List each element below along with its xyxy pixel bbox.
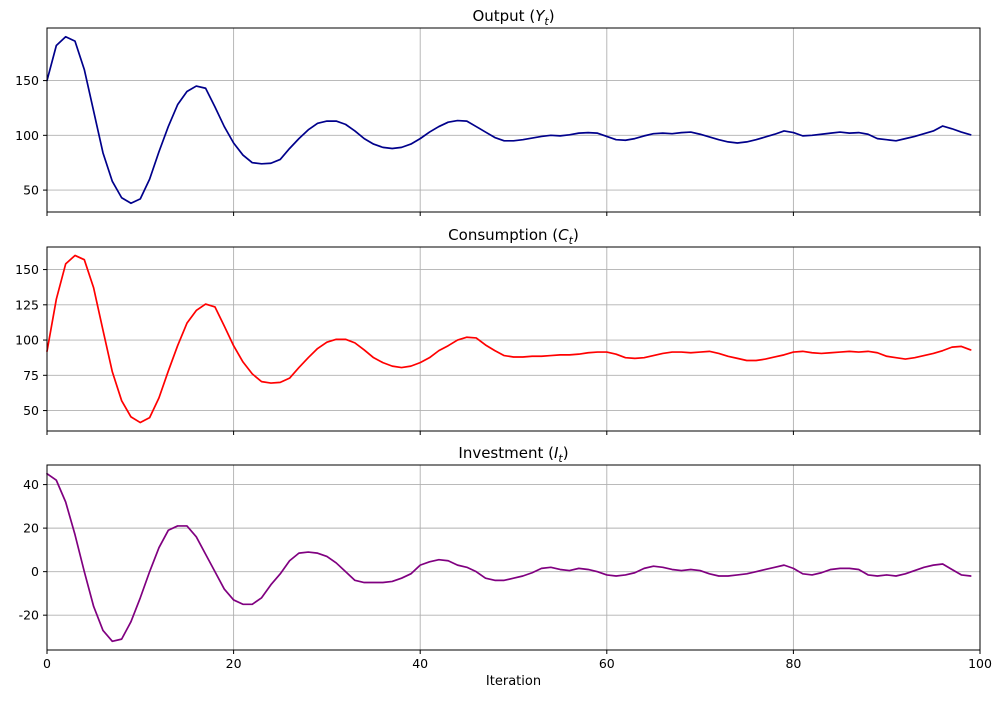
series-line [46, 472, 972, 643]
title-text: ) [562, 444, 569, 462]
y-tick-label: 125 [15, 297, 39, 312]
x-tick-label: 100 [968, 656, 992, 671]
y-tick-label: -20 [19, 608, 39, 623]
axes-frame [46, 246, 981, 432]
title-text: ) [572, 226, 579, 244]
title-text: Consumption ( [448, 226, 559, 244]
y-tick-label: 100 [15, 128, 39, 143]
title-math-var: Y [535, 7, 545, 25]
x-tick-label: 20 [226, 656, 242, 671]
y-tick-label: 150 [15, 73, 39, 88]
x-tick-label: 60 [599, 656, 615, 671]
y-tick-label: 0 [31, 564, 39, 579]
plot-title-consumption: Consumption (Ct) [47, 224, 980, 252]
axes-frame [46, 27, 981, 213]
series-line [46, 35, 972, 205]
x-axis-label: Iteration [485, 674, 542, 689]
title-text: Output ( [472, 7, 536, 25]
title-math-var: I [553, 444, 559, 462]
plot-title-investment: Investment (It) [47, 442, 980, 470]
y-tick-label: 50 [23, 183, 39, 198]
x-tick-label: 80 [785, 656, 801, 671]
y-tick-label: 50 [23, 403, 39, 418]
y-tick-label: 150 [15, 262, 39, 277]
plot-title-output: Output (Yt) [47, 5, 980, 33]
y-tick-label: 40 [23, 477, 39, 492]
x-tick-label: 40 [412, 656, 428, 671]
x-tick-label: 0 [43, 656, 51, 671]
title-math-var: C [558, 226, 569, 244]
y-tick-label: 20 [23, 521, 39, 536]
title-math-sub: t [544, 15, 549, 28]
title-text: Investment ( [458, 444, 554, 462]
title-text: ) [548, 7, 555, 25]
y-tick-label: 100 [15, 333, 39, 348]
series-line [46, 254, 972, 424]
axes-frame [46, 464, 981, 651]
y-tick-label: 75 [23, 368, 39, 383]
title-math-sub: t [568, 234, 573, 247]
title-math-sub: t [558, 452, 563, 465]
